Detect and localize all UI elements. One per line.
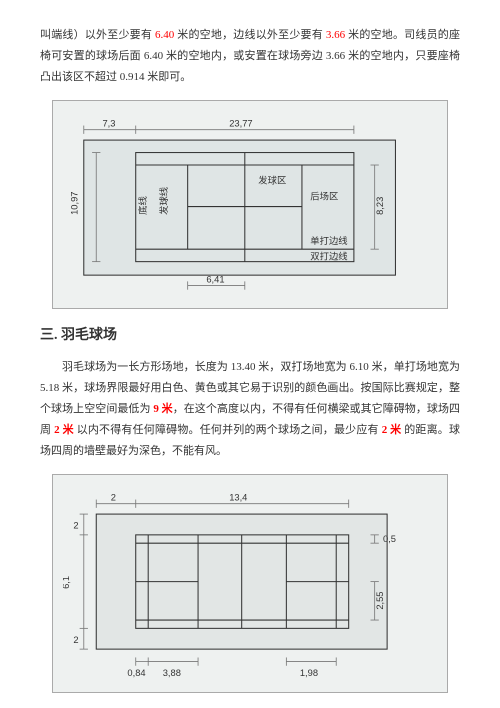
tennis-lbl-servicearea: 发球区 [258, 174, 286, 185]
bad-dim-2-top: 2 [111, 492, 116, 502]
tennis-lbl-backcourt: 后场区 [310, 191, 338, 201]
bad-dim-2-left1: 2 [73, 520, 78, 530]
badminton-svg: 2 13,4 2 6,1 2 0,84 3,88 1,98 0,5 2,55 [63, 485, 437, 682]
tennis-dim-823: 8,23 [375, 196, 385, 214]
tennis-dim-641: 6,41 [206, 274, 224, 284]
num-2m2: 2 米 [382, 424, 402, 436]
bad-dim-084: 0,84 [127, 668, 145, 678]
tennis-svg: 7,3 23,77 10,97 6,41 8,23 底线 发球线 发球区 后场区… [63, 111, 437, 298]
tennis-lbl-serviceline: 发球线 [158, 187, 169, 215]
heading-badminton: 三. 羽毛球场 [40, 323, 460, 350]
tennis-lbl-baseline: 底线 [137, 196, 148, 215]
bad-dim-255: 2,55 [375, 591, 385, 609]
intro-paragraph: 叫端线）以外至少要有 6.40 米的空地，边线以外至少要有 3.66 米的空地。… [40, 25, 460, 88]
bad-dim-05: 0,5 [383, 534, 396, 544]
tennis-lbl-doubles: 双打边线 [310, 250, 347, 261]
bad-dim-2-left2: 2 [73, 635, 78, 645]
badminton-paragraph: 羽毛球场为一长方形场地，长度为 13.40 米，双打场地宽为 6.10 米，单打… [40, 357, 460, 461]
intro-text-b: 米的空地，边线以外至少要有 [174, 29, 326, 41]
intro-text-a: 叫端线）以外至少要有 [40, 29, 155, 41]
bad-dim-61: 6,1 [63, 576, 71, 589]
tennis-dim-2377: 23,77 [229, 118, 252, 128]
badminton-diagram: 2 13,4 2 6,1 2 0,84 3,88 1,98 0,5 2,55 [52, 474, 448, 693]
num-640: 6.40 [155, 29, 174, 41]
bad-dim-134: 13,4 [229, 492, 247, 502]
bad-dim-388: 3,88 [163, 668, 181, 678]
bad-text-c: 以内不得有任何障碍物。任何并列的两个球场之间，最少应有 [74, 424, 382, 436]
num-9m: 9 米 [153, 403, 172, 415]
tennis-dim-73: 7,3 [102, 118, 115, 128]
tennis-dim-1097: 10,97 [70, 191, 80, 214]
num-366: 3.66 [326, 29, 345, 41]
tennis-lbl-singles: 单打边线 [310, 235, 347, 246]
tennis-diagram: 7,3 23,77 10,97 6,41 8,23 底线 发球线 发球区 后场区… [52, 100, 448, 309]
num-2m: 2 米 [54, 424, 74, 436]
bad-dim-198: 1,98 [300, 668, 318, 678]
